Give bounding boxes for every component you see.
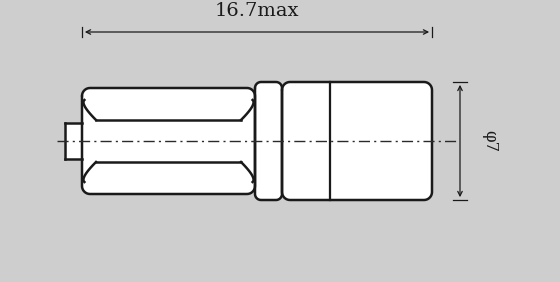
Text: 16.7max: 16.7max	[214, 2, 299, 20]
Polygon shape	[82, 88, 255, 194]
Polygon shape	[282, 82, 432, 200]
Polygon shape	[255, 82, 282, 200]
Polygon shape	[65, 123, 82, 159]
Text: φ7: φ7	[482, 130, 498, 152]
